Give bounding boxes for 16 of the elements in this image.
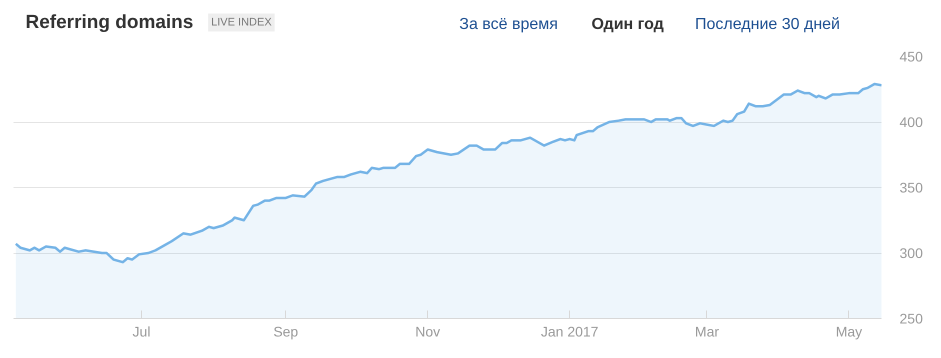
x-tick-label: Jan 2017 [540,324,599,340]
x-tick-label: Nov [415,324,440,340]
y-tick-label: 250 [900,310,924,326]
text: За всё время [459,16,558,33]
y-tick-label: 450 [900,48,924,64]
y-tick-label: 300 [900,245,924,261]
x-tick-label: Mar [694,324,720,340]
y-tick-label: 350 [900,180,924,196]
x-tick-label: Sep [273,324,298,340]
x-tick-label: May [836,324,862,340]
chart-title: Referring domains [25,12,194,33]
text: Один год [591,16,664,33]
text: Последние 30 дней [695,16,840,33]
y-tick-label: 400 [900,114,924,130]
x-tick-label: Jul [132,324,150,340]
chart-subtitle: LIVE INDEX [211,16,272,28]
